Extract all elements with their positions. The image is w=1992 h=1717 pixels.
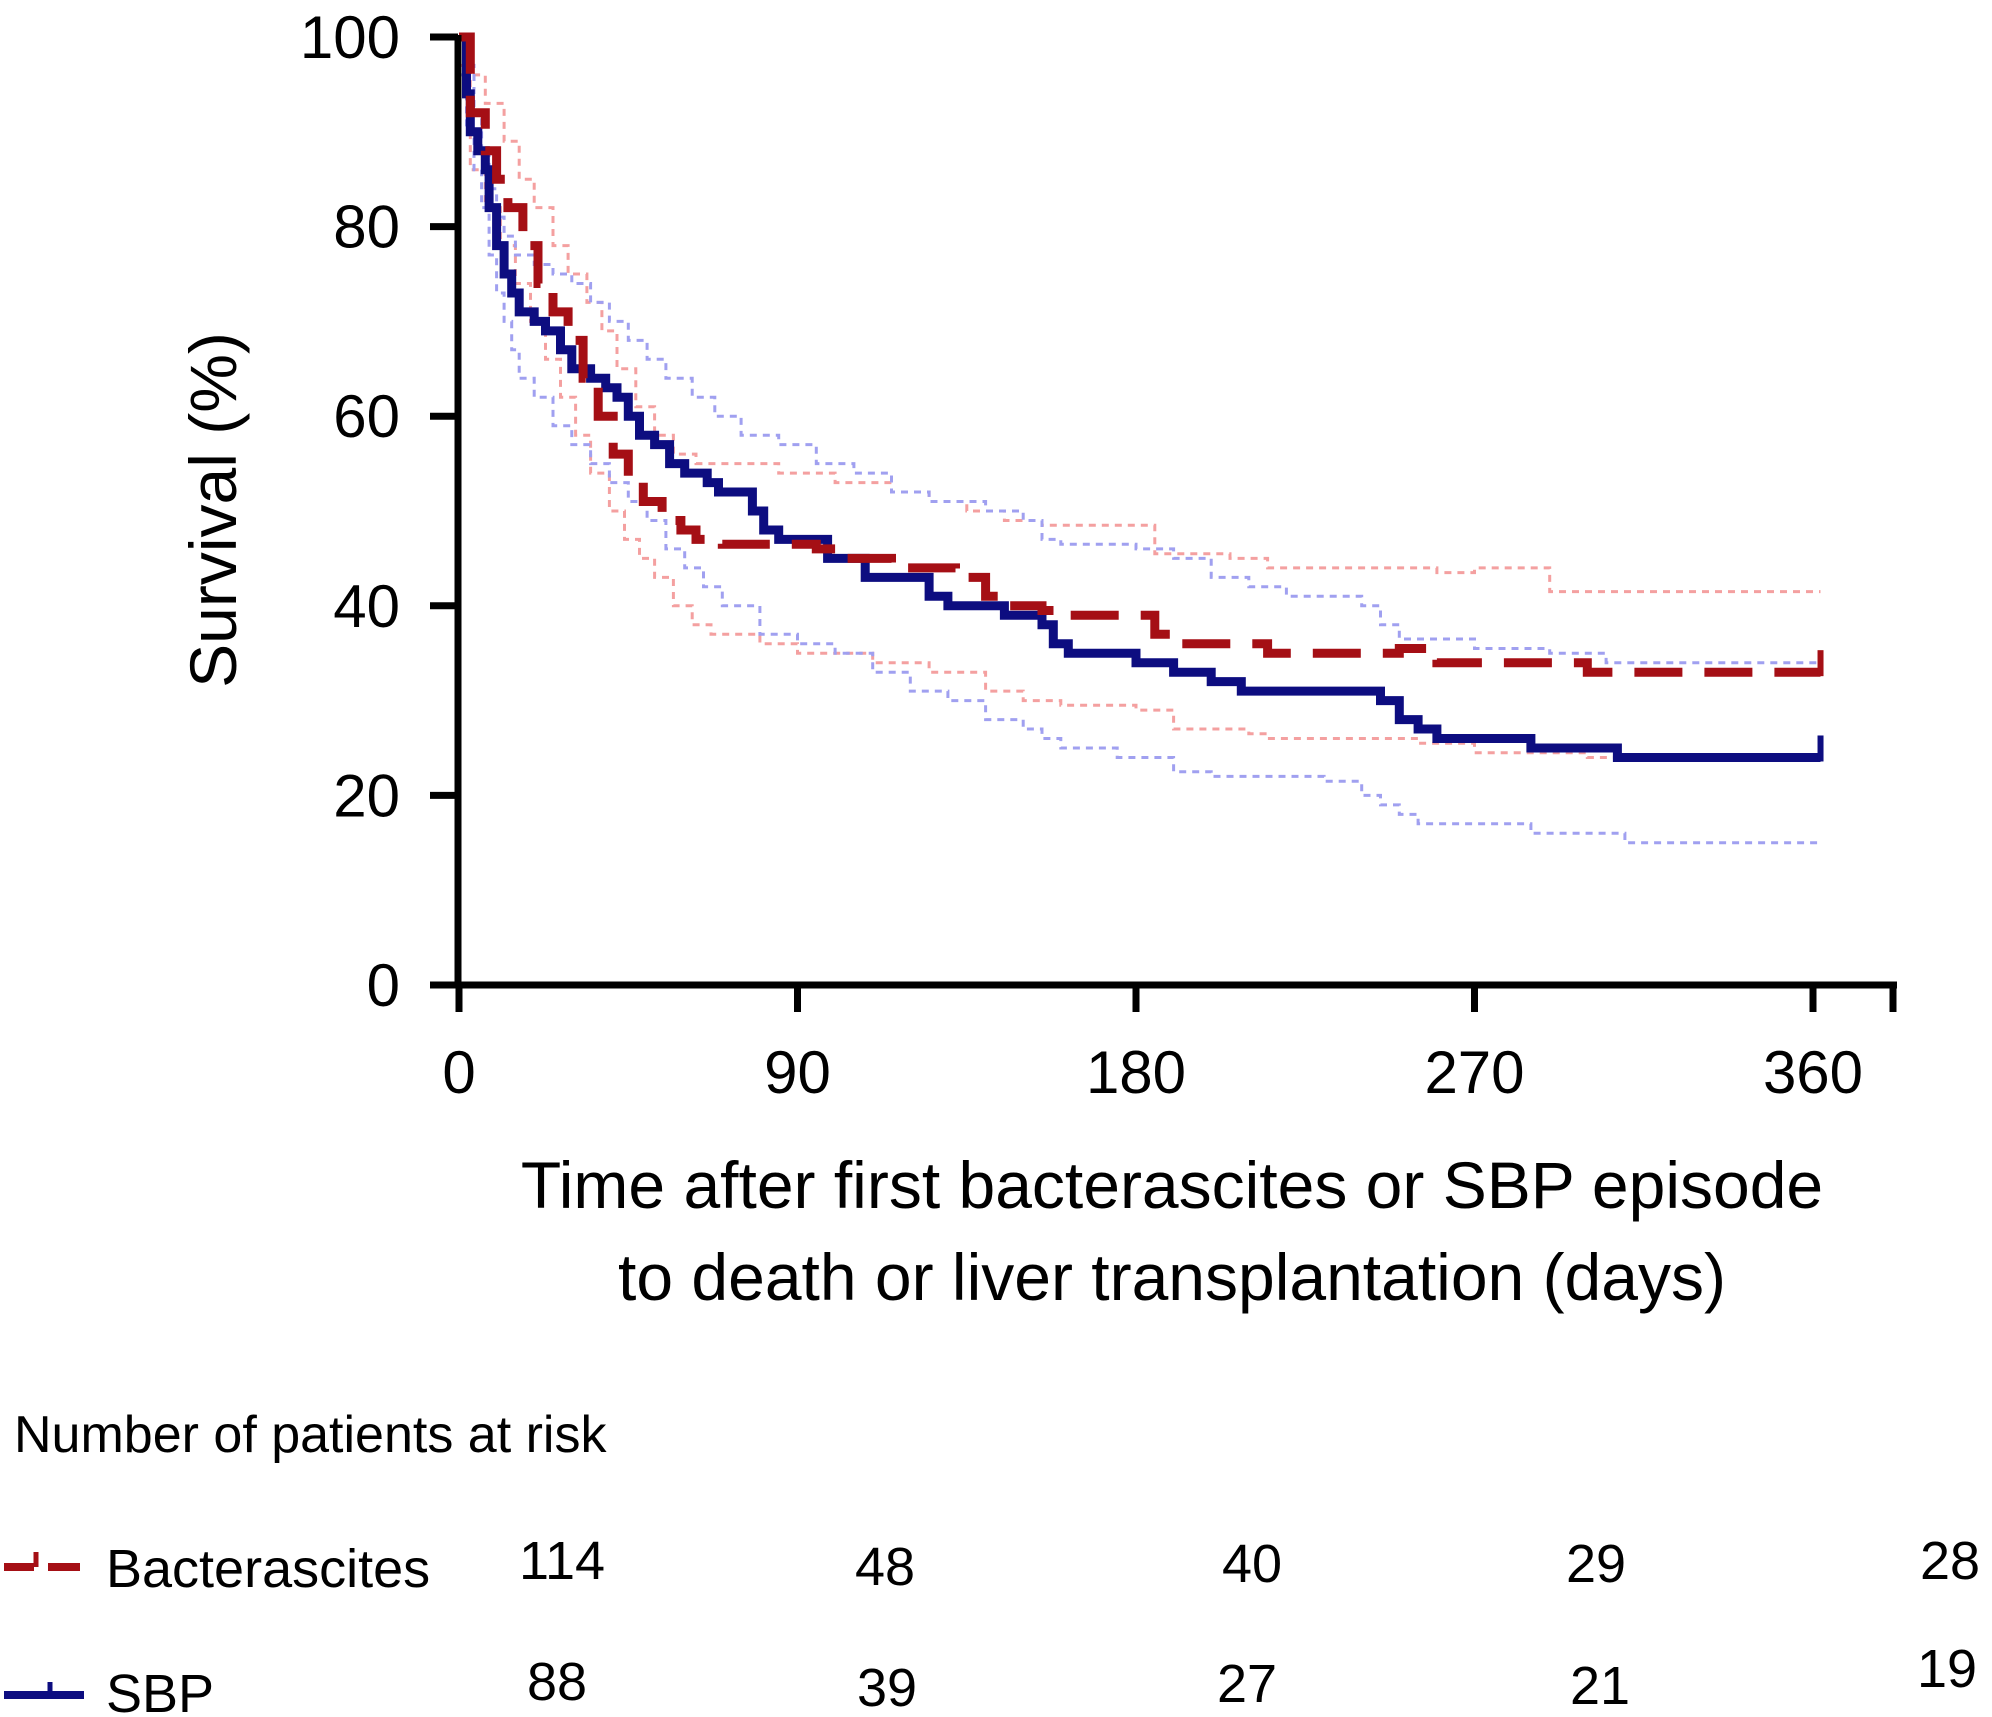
tick-marks: 0 20 40 60 80 100 0 90 180 270 360 [300,4,1897,1106]
axes [454,35,1897,989]
y-tick-label: 20 [333,762,400,829]
survival-curves [459,32,1824,762]
x-tick-label: 180 [1086,1039,1186,1106]
y-tick-label: 0 [367,952,400,1019]
y-tick-label: 100 [300,4,400,71]
y-tick-label: 40 [333,573,400,640]
x-tick-label: 0 [442,1039,475,1106]
risk-value: 28 [1920,1531,1980,1591]
y-tick-label: 80 [333,194,400,261]
risk-value: 114 [519,1531,605,1591]
bacterascites-legend-swatch [4,1552,80,1571]
risk-table-title: Number of patients at risk [14,1406,607,1464]
x-tick-label: 90 [764,1039,831,1106]
risk-row-label: Bacterascites [106,1539,430,1599]
bacterascites-ci-upper [459,35,1821,594]
risk-value: 29 [1566,1534,1626,1594]
sbp-ci-lower [459,73,1821,845]
bacterascites-survival-curve [459,32,1821,677]
sbp-legend-swatch [4,1682,84,1699]
x-axis-title-line-2: to death or liver transplantation (days) [618,1240,1726,1314]
risk-row-bacterascites: Bacterascites 114 48 40 29 28 [4,1531,1980,1599]
risk-table: Number of patients at risk Bacterascites… [4,1406,1980,1717]
sbp-ci-upper [459,35,1821,665]
y-axis-title: Survival (%) [176,332,250,688]
x-axis-title-line-1: Time after first bacterascites or SBP ep… [521,1148,1823,1222]
y-tick-label: 60 [333,383,400,450]
risk-value: 21 [1570,1656,1630,1716]
sbp-survival-curve [459,32,1821,762]
x-tick-label: 270 [1424,1039,1524,1106]
risk-value: 19 [1917,1639,1977,1699]
confidence-bands [459,35,1821,845]
risk-value: 88 [527,1652,587,1712]
risk-value: 48 [855,1537,915,1597]
risk-row-sbp: SBP 88 39 27 21 19 [4,1639,1977,1717]
risk-value: 39 [857,1658,917,1717]
risk-row-label: SBP [106,1664,214,1717]
x-tick-label: 360 [1763,1039,1863,1106]
risk-value: 27 [1217,1654,1277,1714]
risk-value: 40 [1222,1534,1282,1594]
